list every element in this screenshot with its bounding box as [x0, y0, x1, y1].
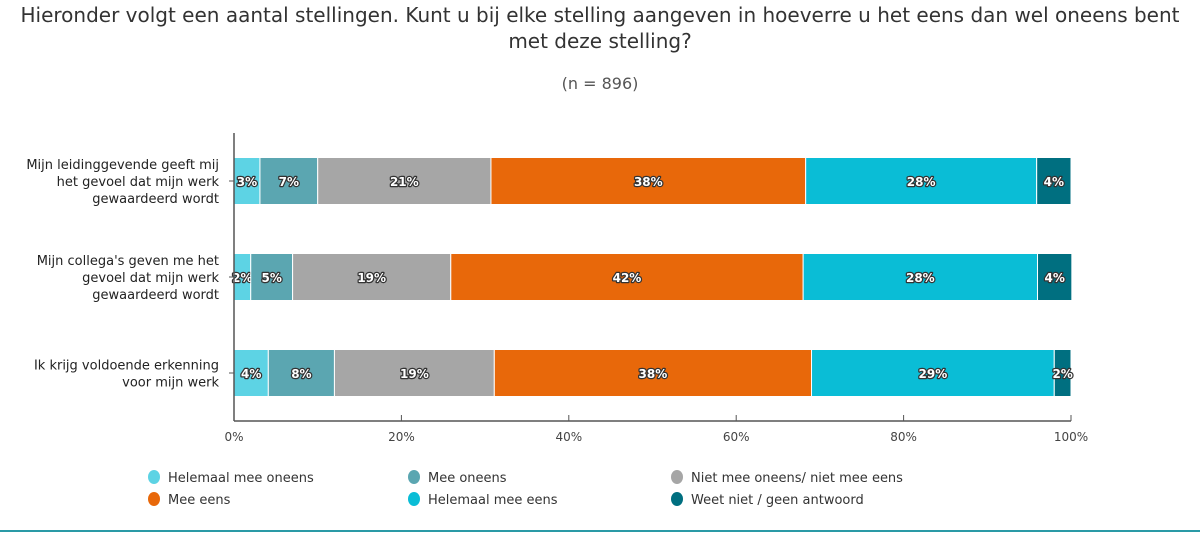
data-label: 4% [1044, 271, 1064, 285]
data-label: 38% [639, 367, 668, 381]
chart-subtitle: (n = 896) [561, 74, 639, 93]
data-label: 28% [907, 175, 936, 189]
legend-item[interactable]: Mee eens [168, 493, 231, 508]
category-label: gewaardeerd wordt [92, 288, 219, 303]
data-label: 42% [613, 271, 642, 285]
bar-segment [490, 157, 807, 205]
data-label: 5% [261, 271, 281, 285]
category-label: Ik krijg voldoende erkenning [34, 359, 219, 374]
category-label: Mijn leidinggevende geeft mij [26, 158, 219, 173]
data-label: 2% [1052, 367, 1072, 381]
bar-segment [259, 157, 319, 205]
bar-segment [450, 253, 804, 301]
bar-segment [1053, 349, 1072, 397]
data-label: 3% [237, 175, 257, 189]
x-tick-label: 60% [723, 430, 750, 444]
chart-title: Hieronder volgt een aantal stellingen. K… [20, 3, 1180, 53]
bottom-divider [0, 530, 1200, 532]
legend-item[interactable]: Mee oneens [428, 471, 507, 486]
x-tick-label: 0% [224, 430, 243, 444]
data-label: 29% [919, 367, 948, 381]
legend-marker [148, 470, 160, 484]
bar-segment [1037, 253, 1073, 301]
category-label: voor mijn werk [122, 376, 219, 391]
legend-marker [671, 492, 683, 506]
bar-segment [292, 253, 452, 301]
bar-segment [802, 253, 1039, 301]
data-label: 7% [279, 175, 299, 189]
legend-marker [671, 470, 683, 484]
data-label: 28% [906, 271, 935, 285]
legend-marker [408, 492, 420, 506]
category-label: Mijn collega's geven me het [37, 254, 219, 269]
legend-item[interactable]: Niet mee oneens/ niet mee eens [691, 471, 903, 486]
x-tick-label: 80% [890, 430, 917, 444]
x-tick-label: 40% [555, 430, 582, 444]
legend-item[interactable]: Helemaal mee oneens [168, 471, 314, 486]
data-label: 2% [232, 271, 252, 285]
category-label: het gevoel dat mijn werk [57, 175, 220, 190]
legend-marker [148, 492, 160, 506]
legend-marker [408, 470, 420, 484]
data-label: 21% [390, 175, 419, 189]
category-label: gewaardeerd wordt [92, 192, 219, 207]
x-tick-label: 100% [1054, 430, 1088, 444]
data-label: 4% [1044, 175, 1064, 189]
bar-segment [317, 157, 492, 205]
data-label: 38% [634, 175, 663, 189]
data-label: 4% [241, 367, 261, 381]
bar-segment [233, 349, 269, 397]
bar-segment [805, 157, 1038, 205]
data-label: 19% [357, 271, 386, 285]
data-label: 19% [400, 367, 429, 381]
data-label: 8% [291, 367, 311, 381]
x-tick-label: 20% [388, 430, 415, 444]
legend-item[interactable]: Weet niet / geen antwoord [691, 493, 864, 508]
category-label: gevoel dat mijn werk [82, 271, 219, 286]
legend-item[interactable]: Helemaal mee eens [428, 493, 558, 508]
bar-segment [1036, 157, 1072, 205]
bar-segment [811, 349, 1055, 397]
bar-segment [250, 253, 294, 301]
